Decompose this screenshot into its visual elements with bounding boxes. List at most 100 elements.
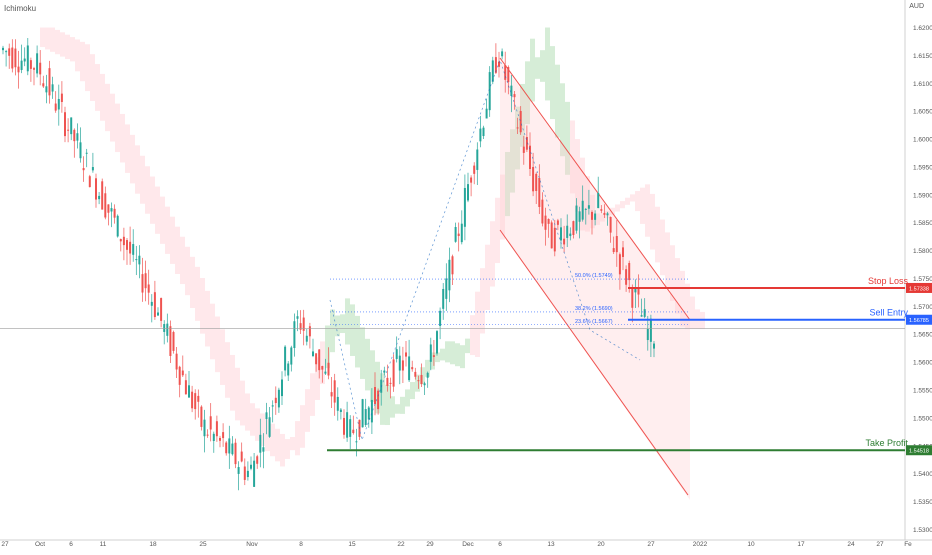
ichimoku-cloud-segment [240, 380, 245, 426]
ichimoku-cloud-segment [185, 246, 190, 296]
candle-body [256, 456, 259, 464]
ichimoku-cloud-segment [515, 106, 520, 170]
ichimoku-cloud-segment [340, 314, 345, 334]
ichimoku-cloud-segment [440, 348, 445, 361]
candle-body [591, 211, 593, 220]
candle-body [507, 67, 510, 83]
x-tick-label: 22 [397, 541, 405, 548]
fib-label: 23.6% (1.5667) [575, 319, 613, 325]
candle-body [498, 61, 500, 67]
x-tick-label: 6 [498, 541, 502, 548]
candle-body [628, 263, 631, 281]
swing-path [329, 58, 641, 442]
candle-body [2, 47, 4, 51]
candle-body [79, 142, 82, 159]
candle-body [519, 110, 522, 133]
ichimoku-cloud-segment [525, 61, 530, 125]
y-tick-label: 1.58000 [913, 248, 932, 255]
candle-body [11, 47, 14, 69]
ichimoku-cloud-segment [550, 46, 555, 120]
candle-body [454, 227, 457, 242]
candle-body [36, 53, 39, 74]
candle-body [445, 278, 448, 299]
ichimoku-cloud-segment [270, 423, 275, 457]
candle-body [209, 416, 212, 430]
candle-body [268, 417, 271, 437]
x-tick-label: 18 [149, 541, 157, 548]
candle-body [429, 344, 432, 362]
candle-body [529, 145, 531, 169]
candle-body [544, 215, 547, 230]
candle-body [467, 184, 469, 201]
candle-body [14, 48, 17, 68]
candle-body [250, 464, 252, 469]
candle-body [408, 356, 411, 381]
ichimoku-cloud-segment [140, 155, 145, 204]
ichimoku-cloud-segment [630, 194, 635, 202]
ichimoku-cloud-segment [540, 50, 545, 82]
candle-body [411, 367, 414, 370]
ichimoku-cloud-segment [105, 83, 110, 132]
ichimoku-cloud-segment [455, 343, 460, 367]
candle-body [383, 370, 386, 373]
candle-body [516, 127, 519, 129]
ichimoku-cloud-segment [590, 194, 595, 229]
ichimoku-cloud-segment [335, 315, 340, 337]
candle-body [488, 72, 491, 111]
candle-body [126, 240, 128, 250]
ichimoku-cloud-segment [250, 403, 255, 436]
y-tick-label: 1.53500 [913, 499, 932, 506]
ichimoku-cloud-segment [530, 38, 535, 102]
y-tick-label: 1.59000 [913, 192, 932, 199]
candle-body [550, 222, 553, 249]
candle-body [525, 137, 528, 150]
price-badge [906, 282, 932, 293]
candle-body [609, 216, 612, 233]
candle-body [169, 326, 172, 356]
ichimoku-cloud-segment [595, 213, 600, 225]
candle-body [119, 239, 122, 242]
ichimoku-cloud-segment [500, 174, 505, 240]
y-tick-label: 1.55500 [913, 388, 932, 395]
x-tick-label: 6 [69, 541, 73, 548]
candle-body [395, 349, 398, 359]
candle-body [563, 238, 566, 245]
ichimoku-cloud-segment [690, 296, 695, 330]
candle-body [51, 84, 54, 92]
candle-body [178, 366, 181, 385]
channel-upper-line [499, 57, 691, 321]
candle-body [42, 83, 45, 87]
x-tick-label: 2022 [693, 541, 708, 548]
candle-body [504, 65, 507, 80]
candle-body [389, 382, 392, 384]
ichimoku-cloud-segment [160, 196, 165, 244]
candle-body [302, 317, 305, 331]
ichimoku-cloud-segment [120, 113, 125, 163]
ichimoku-cloud-segment [40, 27, 45, 48]
candle-body [460, 223, 463, 243]
candle-body [553, 227, 556, 252]
ichimoku-cloud-segment [480, 268, 485, 334]
candle-body [612, 248, 615, 253]
ichimoku-cloud-segment [685, 283, 690, 330]
candle-body [122, 236, 125, 246]
y-tick-label: 1.57500 [913, 276, 932, 283]
ichimoku-cloud-segment [60, 32, 65, 57]
ichimoku-cloud-segment [435, 352, 440, 363]
candle-body [324, 371, 327, 374]
candle-body [277, 389, 280, 408]
candle-body [308, 326, 311, 337]
candle-body [293, 321, 296, 349]
candle-body [361, 399, 364, 428]
candle-body [482, 127, 485, 137]
ichimoku-cloud-segment [535, 57, 540, 79]
candle-body [299, 323, 302, 330]
x-tick-label: Oct [35, 541, 45, 548]
candle-body [479, 128, 482, 142]
ichimoku-cloud-segment [130, 134, 135, 184]
y-tick-label: 1.60000 [913, 137, 932, 144]
channel-fill [500, 60, 690, 500]
candle-body [48, 68, 51, 96]
